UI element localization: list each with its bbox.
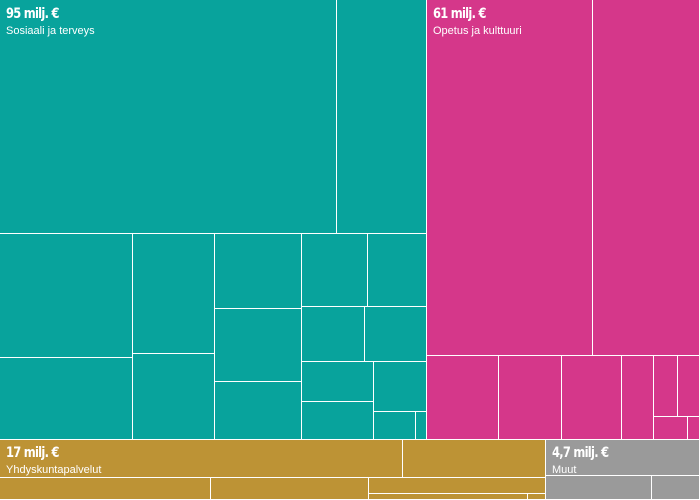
- treemap-cell[interactable]: [215, 309, 302, 382]
- treemap-cell[interactable]: [374, 412, 416, 440]
- treemap-cell[interactable]: [368, 234, 427, 307]
- treemap-cell[interactable]: [416, 412, 427, 440]
- treemap-cell[interactable]: [337, 0, 427, 234]
- treemap-cell[interactable]: [427, 0, 593, 356]
- treemap-cell[interactable]: [427, 356, 499, 440]
- treemap-cell[interactable]: [302, 402, 374, 440]
- treemap-cell[interactable]: [546, 476, 652, 500]
- treemap-cell[interactable]: [369, 494, 528, 500]
- treemap-cell[interactable]: [562, 356, 622, 440]
- treemap-cell[interactable]: [369, 478, 546, 494]
- treemap-cell[interactable]: [374, 362, 427, 412]
- treemap-cell[interactable]: [365, 307, 427, 362]
- treemap-cell[interactable]: [133, 354, 215, 440]
- treemap-cell[interactable]: [0, 478, 211, 500]
- treemap-cell[interactable]: [403, 440, 546, 478]
- treemap-cell[interactable]: [0, 358, 133, 440]
- treemap-cell[interactable]: [654, 356, 678, 417]
- treemap-cell[interactable]: [528, 494, 546, 500]
- treemap-cell[interactable]: [302, 234, 368, 307]
- treemap-cell[interactable]: [593, 0, 700, 356]
- treemap-cell[interactable]: [688, 417, 700, 440]
- treemap-cell[interactable]: [546, 440, 700, 476]
- treemap-cell[interactable]: [302, 362, 374, 402]
- treemap-cell[interactable]: [0, 0, 337, 234]
- treemap-cell[interactable]: [499, 356, 562, 440]
- treemap-cell[interactable]: [622, 356, 654, 440]
- treemap-cell[interactable]: [0, 234, 133, 358]
- treemap-cell[interactable]: [215, 382, 302, 440]
- treemap-cell[interactable]: [133, 234, 215, 354]
- treemap-cell[interactable]: [654, 417, 688, 440]
- treemap-cell[interactable]: [211, 478, 369, 500]
- treemap-cell[interactable]: [215, 234, 302, 309]
- treemap-cell[interactable]: [652, 476, 700, 500]
- treemap-cell[interactable]: [678, 356, 700, 417]
- treemap-cell[interactable]: [302, 307, 365, 362]
- treemap-cell[interactable]: [0, 440, 403, 478]
